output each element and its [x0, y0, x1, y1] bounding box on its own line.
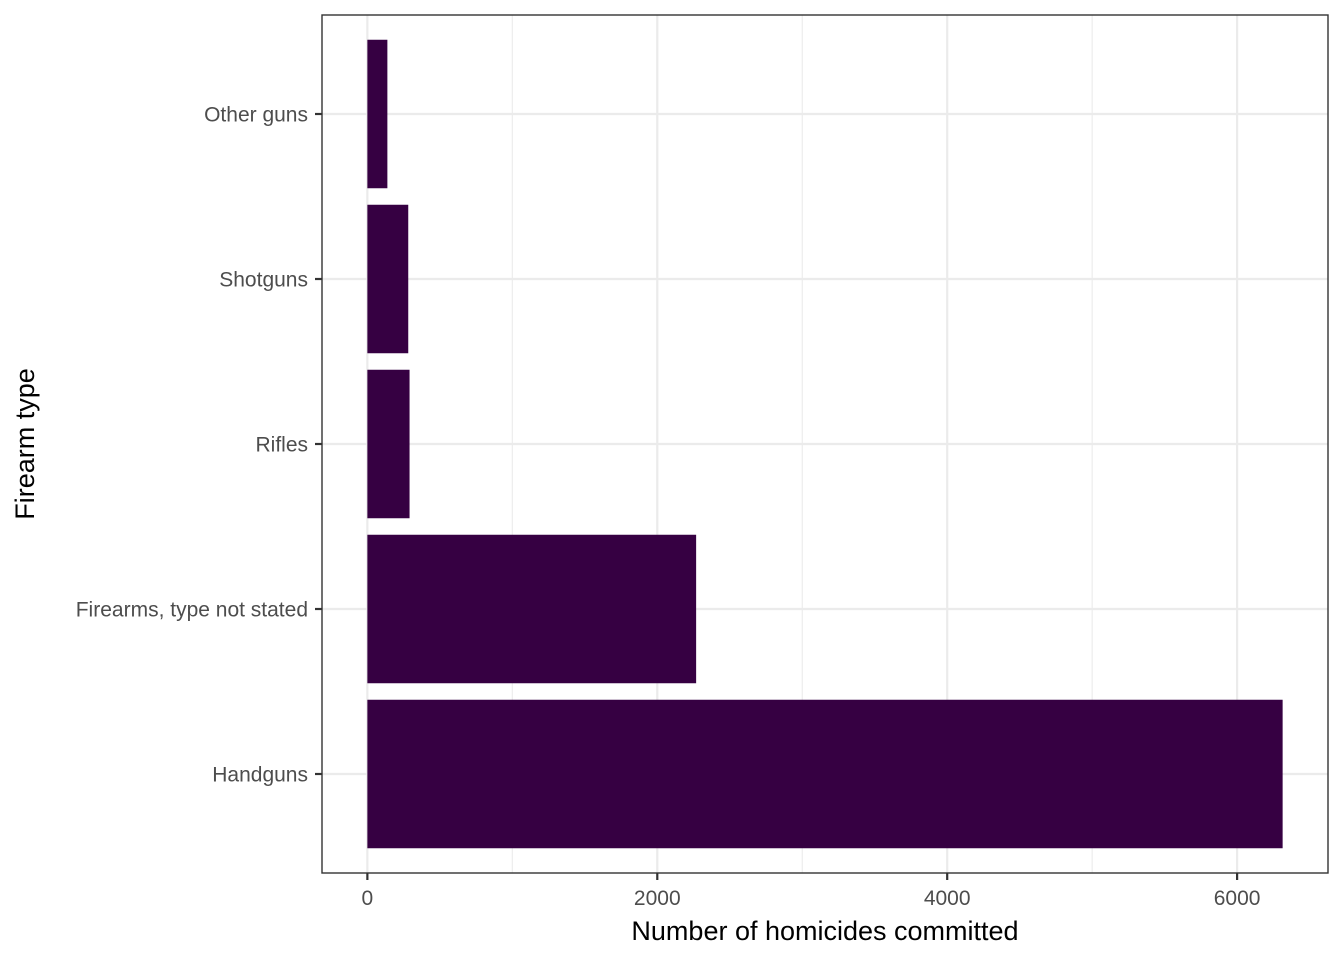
bar — [367, 699, 1283, 849]
y-tick-label: Firearms, type not stated — [76, 599, 308, 622]
y-tick-label: Rifles — [255, 434, 308, 457]
y-tick-label: Shotguns — [219, 269, 308, 292]
x-tick-label: 0 — [362, 887, 374, 910]
bar — [367, 369, 410, 519]
y-tick-label: Other guns — [204, 104, 308, 127]
x-tick-label: 4000 — [924, 887, 971, 910]
x-tick-label: 2000 — [634, 887, 681, 910]
bars-layer — [367, 39, 1283, 849]
x-tick-label: 6000 — [1214, 887, 1261, 910]
bar — [367, 39, 388, 189]
x-axis-title: Number of homicides committed — [631, 916, 1018, 946]
bar — [367, 204, 409, 354]
y-axis-title: Firearm type — [10, 368, 40, 520]
axis-layer: Handguns Firearms, type not stated Rifles S… — [76, 104, 1261, 911]
y-tick-label: Handguns — [212, 764, 308, 787]
bar — [367, 534, 697, 684]
